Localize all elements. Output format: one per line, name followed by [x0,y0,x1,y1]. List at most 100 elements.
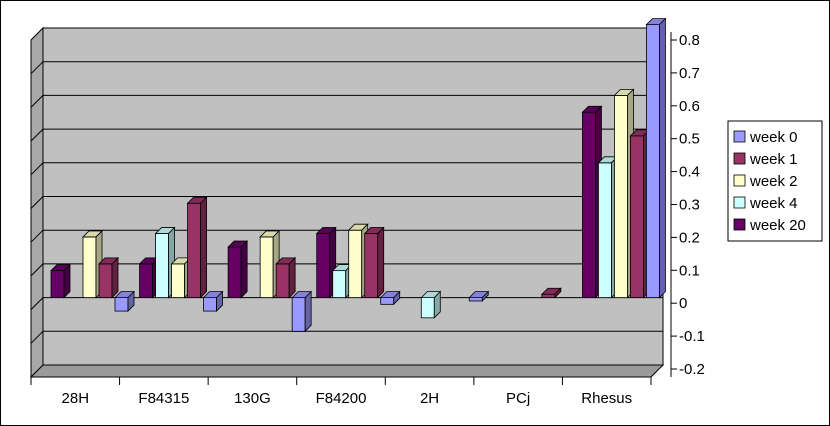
y-tick-label: 0.6 [679,98,700,115]
legend-swatch [733,174,746,187]
x-tick-label: 28H [62,390,90,407]
y-tick-label: 0.7 [679,65,700,82]
bar [50,263,71,299]
legend-label: week 2 [749,173,798,190]
bar-front [630,135,644,298]
bar-front [332,270,347,299]
bar-front [420,297,435,319]
bar-front [614,95,628,298]
bar-front [50,270,65,299]
bar-side [288,256,296,299]
bar-side [433,290,441,319]
floor [29,364,665,378]
bar-front [82,236,97,299]
gridline [30,297,663,310]
gridline [30,263,663,277]
plot-wall [29,26,665,379]
bar-front [227,246,242,299]
x-tick-label: F84200 [316,390,367,407]
bar-front [291,297,306,332]
bar [379,290,401,306]
legend: week 0 week 1 week 2 week 4 week 20 [727,120,823,242]
bar-front [541,293,556,299]
bar-front [275,263,290,298]
bar-side [216,290,223,313]
bar [645,17,667,299]
y-tick-label: -0.1 [679,328,705,345]
legend-label: week 1 [749,151,798,168]
bar-side [200,196,207,299]
bar [315,226,337,299]
gridline [30,94,663,108]
bar-side [304,290,312,333]
bar [114,290,135,313]
bar-front [364,233,379,299]
bar-front [468,297,483,302]
legend-swatch [733,152,746,165]
bar [202,290,224,313]
legend-label: week 0 [749,129,798,146]
legend-label: week 20 [749,217,806,234]
y-tick-label: 0 [679,295,687,312]
bar-front [348,229,363,298]
legend-swatch [733,130,746,143]
axes [30,32,677,385]
bar-front [187,202,201,299]
bar-front [203,297,217,312]
bar [540,287,562,299]
bar-side [127,290,135,313]
bar-front [114,297,129,312]
bar [275,256,297,299]
y-tick-label: 0.2 [679,229,700,246]
bar-side [659,17,666,299]
gridlines [30,61,663,344]
x-tick-labels: 28H F84315 130G F84200 2H PCj Rhesus [62,390,633,407]
bar-side [393,290,401,306]
bar-front [171,263,185,298]
bar-side [63,263,71,299]
x-tick-label: Rhesus [581,390,632,407]
x-tick-label: 130G [234,390,271,407]
gridline [30,128,663,142]
gridline [30,229,663,243]
bar-front [139,263,153,298]
bar-side [377,226,385,299]
bar [363,226,385,299]
x-tick-label: F84315 [138,390,189,407]
y-tick-label: -0.2 [679,361,705,378]
y-tick-labels: -0.2 -0.1 0 0.1 0.2 0.3 0.4 0.5 0.6 0.7 0.8 [679,32,705,378]
bar [291,290,313,333]
legend-label: week 4 [749,195,798,212]
x-tick-label: PCj [506,390,530,407]
bar-front [646,24,660,299]
bar [468,290,490,302]
bar-front [316,233,331,299]
bar-front [259,236,274,299]
bar-side [554,287,562,299]
legend-swatch [733,196,746,209]
bar-side [111,256,119,299]
bar-front [98,263,113,298]
bar-front [582,111,596,299]
bar-front [155,233,169,299]
y-tick-label: 0.5 [679,131,700,148]
x-tick-label: 2H [420,390,439,407]
y-tick-label: 0.8 [679,32,700,49]
bar [227,240,249,299]
y-tick-label: 0.1 [679,262,700,279]
bar [420,290,442,319]
gridline [30,162,663,176]
bar-side [481,290,489,302]
gridline [30,61,663,75]
bars [50,17,667,333]
gridline [30,330,663,344]
bar [186,196,208,299]
bar-side [240,240,248,299]
y-tick-label: 0.4 [679,164,700,181]
bar-front [380,297,395,305]
gridline [30,196,663,209]
bar-front [598,162,612,299]
bar [98,256,119,299]
